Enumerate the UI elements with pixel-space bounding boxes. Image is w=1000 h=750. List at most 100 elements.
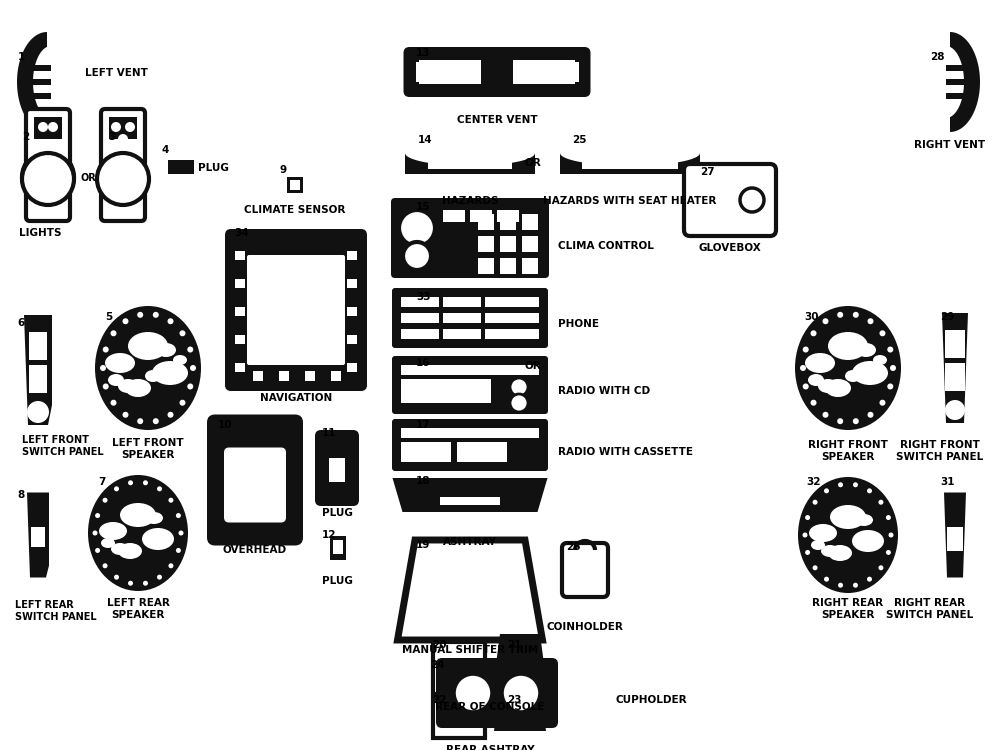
- Circle shape: [879, 330, 885, 336]
- Ellipse shape: [156, 343, 176, 357]
- Ellipse shape: [825, 379, 851, 397]
- Text: RIGHT REAR
SPEAKER: RIGHT REAR SPEAKER: [812, 598, 884, 619]
- Text: CUPHOLDER: CUPHOLDER: [615, 695, 687, 705]
- Circle shape: [853, 482, 858, 488]
- Circle shape: [878, 566, 883, 570]
- Text: OVERHEAD: OVERHEAD: [223, 545, 287, 555]
- Text: 2: 2: [22, 132, 29, 142]
- Bar: [333, 540, 343, 554]
- Bar: [443, 210, 465, 222]
- Circle shape: [100, 365, 106, 371]
- Circle shape: [399, 210, 435, 246]
- Circle shape: [187, 346, 193, 352]
- Circle shape: [811, 330, 817, 336]
- Circle shape: [38, 122, 48, 132]
- Text: LEFT VENT: LEFT VENT: [85, 68, 148, 78]
- Circle shape: [176, 513, 181, 518]
- Circle shape: [886, 515, 891, 520]
- Circle shape: [179, 400, 185, 406]
- Bar: [481, 297, 485, 307]
- Text: COINHOLDER: COINHOLDER: [547, 622, 623, 632]
- Circle shape: [153, 419, 159, 424]
- Circle shape: [111, 122, 121, 132]
- Text: 9: 9: [280, 165, 287, 175]
- Ellipse shape: [105, 353, 135, 373]
- Bar: [439, 297, 443, 307]
- Bar: [481, 329, 485, 339]
- Text: 33: 33: [416, 292, 430, 302]
- Circle shape: [813, 566, 818, 570]
- Text: 20: 20: [432, 640, 446, 650]
- Bar: [401, 379, 491, 403]
- Bar: [470, 210, 492, 222]
- FancyBboxPatch shape: [224, 448, 286, 523]
- Ellipse shape: [818, 379, 838, 393]
- Circle shape: [878, 500, 883, 505]
- Text: ASHTRAY: ASHTRAY: [443, 537, 497, 547]
- Circle shape: [22, 151, 74, 203]
- Bar: [481, 313, 485, 323]
- Ellipse shape: [852, 361, 888, 385]
- Ellipse shape: [95, 306, 201, 430]
- Circle shape: [867, 488, 872, 494]
- Ellipse shape: [798, 477, 898, 593]
- Bar: [347, 335, 357, 344]
- Circle shape: [805, 550, 810, 555]
- Ellipse shape: [99, 522, 127, 540]
- Circle shape: [887, 346, 893, 352]
- Circle shape: [22, 153, 74, 205]
- Text: LEFT REAR
SPEAKER: LEFT REAR SPEAKER: [107, 598, 169, 619]
- Ellipse shape: [873, 355, 887, 365]
- Polygon shape: [950, 32, 980, 132]
- Bar: [440, 497, 500, 505]
- Ellipse shape: [811, 540, 825, 550]
- FancyBboxPatch shape: [392, 288, 548, 348]
- Bar: [329, 458, 345, 482]
- Text: OR: OR: [525, 158, 541, 168]
- Bar: [419, 60, 481, 84]
- Bar: [946, 93, 974, 99]
- Bar: [496, 664, 544, 688]
- Circle shape: [887, 383, 893, 389]
- Circle shape: [48, 122, 58, 132]
- Circle shape: [103, 498, 108, 502]
- Bar: [109, 117, 137, 139]
- Ellipse shape: [821, 545, 839, 557]
- Circle shape: [867, 577, 872, 582]
- Text: 24: 24: [430, 660, 445, 670]
- Circle shape: [890, 365, 896, 371]
- Text: 27: 27: [700, 167, 715, 177]
- Ellipse shape: [142, 528, 174, 550]
- FancyBboxPatch shape: [392, 356, 548, 414]
- Polygon shape: [560, 153, 700, 174]
- Text: RADIO WITH CASSETTE: RADIO WITH CASSETTE: [558, 447, 693, 457]
- Polygon shape: [33, 46, 51, 118]
- FancyBboxPatch shape: [391, 198, 549, 278]
- Circle shape: [128, 580, 133, 586]
- Circle shape: [187, 383, 193, 389]
- Circle shape: [813, 500, 818, 505]
- Circle shape: [157, 574, 162, 580]
- Bar: [478, 214, 494, 230]
- Ellipse shape: [128, 332, 168, 360]
- Bar: [305, 371, 315, 381]
- Polygon shape: [398, 540, 542, 640]
- Bar: [29, 332, 47, 360]
- Text: LIGHTS: LIGHTS: [19, 228, 61, 238]
- Text: HAZARDS: HAZARDS: [442, 196, 498, 206]
- Bar: [253, 371, 263, 381]
- Text: LEFT FRONT
SPEAKER: LEFT FRONT SPEAKER: [112, 438, 184, 460]
- Circle shape: [168, 498, 173, 502]
- Ellipse shape: [828, 545, 852, 561]
- Text: PLUG: PLUG: [322, 576, 352, 586]
- Text: 8: 8: [17, 490, 24, 500]
- Text: RIGHT REAR
SWITCH PANEL: RIGHT REAR SWITCH PANEL: [886, 598, 974, 619]
- Polygon shape: [496, 634, 544, 664]
- FancyBboxPatch shape: [315, 430, 359, 506]
- Ellipse shape: [828, 332, 868, 360]
- Bar: [279, 371, 289, 381]
- Bar: [439, 313, 443, 323]
- Polygon shape: [946, 46, 964, 118]
- Text: PLUG: PLUG: [198, 163, 229, 173]
- Ellipse shape: [856, 343, 876, 357]
